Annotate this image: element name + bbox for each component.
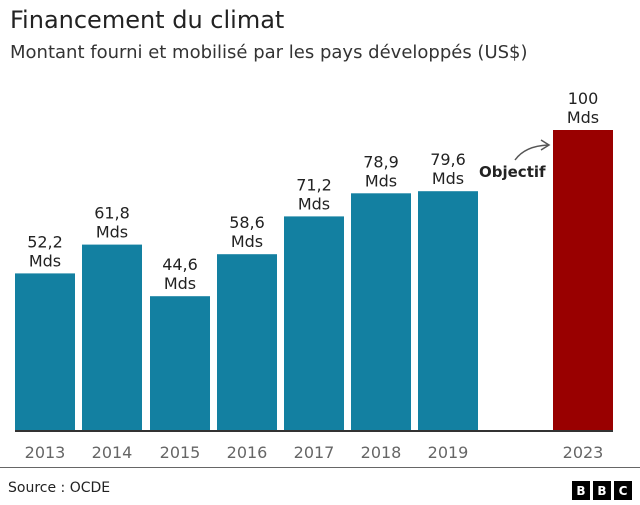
bar-2015	[150, 296, 210, 430]
x-tick-label: 2013	[25, 443, 66, 462]
bar-2014	[82, 244, 142, 430]
bar-2018	[351, 193, 411, 430]
annotation-objectif: Objectif	[479, 163, 546, 181]
source-note: Source : OCDE	[8, 480, 111, 496]
x-tick-label: 2014	[92, 443, 133, 462]
unit-label: Mds	[567, 108, 599, 127]
x-tick-label: 2016	[227, 443, 268, 462]
unit-label: Mds	[96, 223, 128, 242]
arrow-head-icon	[540, 139, 551, 151]
value-label: 78,9	[363, 152, 399, 171]
bar-2019	[418, 191, 478, 430]
bar-2023	[553, 130, 613, 430]
value-label: 100	[568, 89, 599, 108]
chart-title: Financement du climat	[10, 6, 285, 34]
annotation-arrow	[514, 144, 549, 161]
unit-label: Mds	[29, 251, 61, 270]
bar-chart: 52,2Mds201361,8Mds201444,6Mds201558,6Mds…	[15, 89, 613, 462]
value-label: 79,6	[430, 150, 466, 169]
x-tick-label: 2015	[160, 443, 201, 462]
unit-label: Mds	[231, 232, 263, 251]
value-label: 71,2	[296, 175, 332, 194]
value-label: 61,8	[94, 204, 130, 223]
value-label: 44,6	[162, 255, 198, 274]
x-tick-label: 2019	[428, 443, 469, 462]
footer-divider	[0, 467, 640, 468]
unit-label: Mds	[298, 194, 330, 213]
value-label: 58,6	[229, 213, 265, 232]
unit-label: Mds	[164, 274, 196, 293]
x-tick-label: 2023	[563, 443, 604, 462]
value-label: 52,2	[27, 232, 63, 251]
chart-subtitle: Montant fourni et mobilisé par les pays …	[10, 42, 528, 63]
bar-2017	[284, 216, 344, 430]
bar-2013	[15, 273, 75, 430]
unit-label: Mds	[365, 171, 397, 190]
unit-label: Mds	[432, 169, 464, 188]
x-tick-label: 2018	[361, 443, 402, 462]
bar-2016	[217, 254, 277, 430]
x-tick-label: 2017	[294, 443, 335, 462]
